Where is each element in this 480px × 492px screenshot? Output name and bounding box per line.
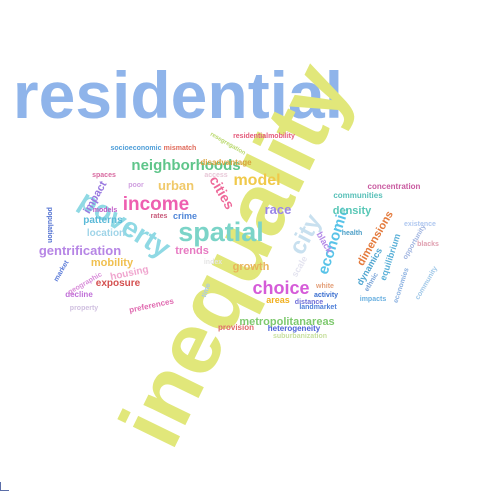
- word: disadvantage: [200, 158, 252, 167]
- corner-bracket: [0, 482, 9, 491]
- word: blacks: [417, 241, 439, 248]
- word: time: [201, 282, 213, 298]
- word: models: [93, 207, 118, 214]
- word: residentialmobility: [233, 133, 295, 140]
- word: distance: [295, 299, 324, 306]
- word: density: [333, 205, 372, 217]
- word: crime: [173, 211, 197, 221]
- word: mobility: [91, 257, 134, 269]
- word: spatial: [178, 217, 264, 247]
- word: health: [342, 230, 363, 237]
- word: heterogeneity: [268, 324, 321, 333]
- word: property: [70, 305, 99, 312]
- word: urban: [158, 178, 194, 193]
- word: spaces: [92, 172, 116, 179]
- word: index: [204, 259, 222, 266]
- word: exposure: [96, 278, 141, 289]
- word: existence: [404, 221, 436, 228]
- word: trends: [175, 245, 209, 257]
- word: metropolitanareas: [239, 316, 334, 328]
- word: patterns: [83, 215, 123, 226]
- word: gentrification: [39, 243, 121, 258]
- word: areas: [266, 295, 290, 305]
- word: provision: [218, 323, 254, 332]
- word: community: [414, 265, 439, 301]
- word: equilibrium: [378, 232, 403, 281]
- word: concentration: [368, 182, 421, 191]
- word: mismatch: [164, 145, 197, 152]
- word: location: [87, 228, 125, 239]
- word: population: [46, 207, 53, 243]
- word: model: [233, 172, 280, 189]
- word: residential: [13, 58, 343, 132]
- word: market: [53, 259, 71, 283]
- word: rates: [151, 213, 168, 220]
- word: race: [265, 202, 292, 217]
- word: activity: [314, 292, 338, 299]
- word: poor: [128, 182, 144, 189]
- word: landmarket: [299, 304, 337, 311]
- word: socioeconomic: [111, 145, 162, 152]
- word: decline: [65, 290, 93, 299]
- word: economies: [393, 267, 411, 304]
- word: growth: [233, 261, 270, 273]
- word: impacts: [360, 296, 387, 303]
- word: white: [315, 283, 334, 290]
- word: choice: [252, 278, 309, 298]
- word: communities: [333, 191, 383, 200]
- word: neighborhoods: [131, 157, 240, 174]
- word: access: [204, 172, 227, 179]
- word: income: [123, 194, 190, 215]
- word: suburbanization: [273, 333, 327, 340]
- word: scale: [289, 254, 309, 279]
